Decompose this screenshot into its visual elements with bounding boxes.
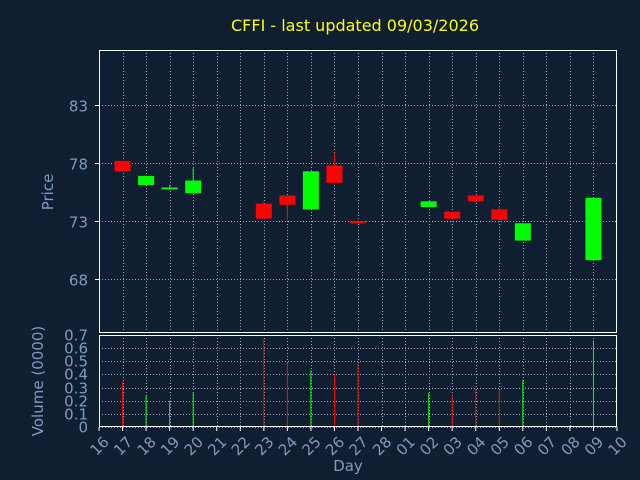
chart-title: CFFI - last updated 09/03/2026	[231, 16, 479, 35]
x-tick-label: 01	[393, 433, 419, 459]
candle-body	[514, 223, 531, 241]
x-tick-label: 17	[110, 433, 136, 459]
price-tick-label: 73	[69, 214, 88, 232]
candle-body	[138, 175, 155, 186]
x-tick-label: 24	[275, 433, 301, 459]
x-axis-label: Day	[333, 457, 363, 475]
x-tick-label: 21	[204, 433, 230, 459]
x-tick-label: 22	[228, 433, 254, 459]
price-axis-label: Price	[39, 174, 57, 211]
volume-plot-frame	[99, 335, 617, 427]
price-tick-label: 83	[69, 98, 88, 116]
x-tick-label: 27	[346, 433, 372, 459]
x-tick-label: 20	[181, 433, 207, 459]
price-axis: 68 73 78 83	[69, 98, 99, 290]
x-tick-label: 25	[298, 433, 324, 459]
x-tick-label: 05	[487, 433, 513, 459]
candle-body	[467, 195, 484, 202]
candle-body	[302, 171, 319, 210]
x-tick-label: 08	[557, 433, 583, 459]
price-tick-label: 68	[69, 272, 88, 290]
volume-tick-label: 0.1	[64, 406, 88, 424]
candle-body	[585, 197, 602, 261]
x-tick-label: 10	[605, 433, 631, 459]
price-tick-label: 78	[69, 156, 88, 174]
candle-body	[350, 220, 366, 224]
x-tick-label: 04	[463, 433, 489, 459]
candle-body	[420, 201, 437, 208]
price-grid	[99, 50, 617, 333]
candle-body	[326, 165, 343, 183]
volume-axis-label: Volume (0000)	[29, 326, 47, 436]
x-tick-label: 28	[369, 433, 395, 459]
candle-body	[114, 160, 131, 172]
volume-tick-label: 0.6	[64, 340, 88, 358]
candle-body	[491, 209, 508, 220]
x-tick-label: 03	[440, 433, 466, 459]
x-tick-label: 07	[534, 433, 560, 459]
candle-body	[185, 180, 202, 194]
x-tick-label: 26	[322, 433, 348, 459]
x-axis: 1617181920212223242526272801020304050607…	[87, 427, 631, 459]
x-tick-label: 19	[157, 433, 183, 459]
volume-tick-label: 0.3	[64, 380, 88, 398]
volume-axis: 00.10.20.30.40.50.60.7	[64, 327, 88, 437]
candle-body	[279, 195, 296, 205]
volume-tick-label: 0.7	[64, 327, 88, 345]
volume-tick-label: 0	[78, 419, 88, 437]
x-tick-label: 06	[510, 433, 536, 459]
volume-tick-label: 0.2	[64, 393, 88, 411]
candle-body	[161, 187, 178, 190]
x-tick-label: 16	[87, 433, 113, 459]
x-tick-label: 09	[581, 433, 607, 459]
candle-body	[255, 203, 272, 219]
price-plot-frame	[99, 50, 617, 333]
candle-body	[444, 211, 461, 219]
volume-tick-label: 0.4	[64, 366, 88, 384]
x-tick-label: 23	[251, 433, 277, 459]
volume-bars	[122, 338, 594, 427]
candles	[114, 152, 602, 261]
plot-frames	[99, 50, 617, 427]
volume-tick-label: 0.5	[64, 353, 88, 371]
x-tick-label: 02	[416, 433, 442, 459]
x-tick-label: 18	[134, 433, 160, 459]
